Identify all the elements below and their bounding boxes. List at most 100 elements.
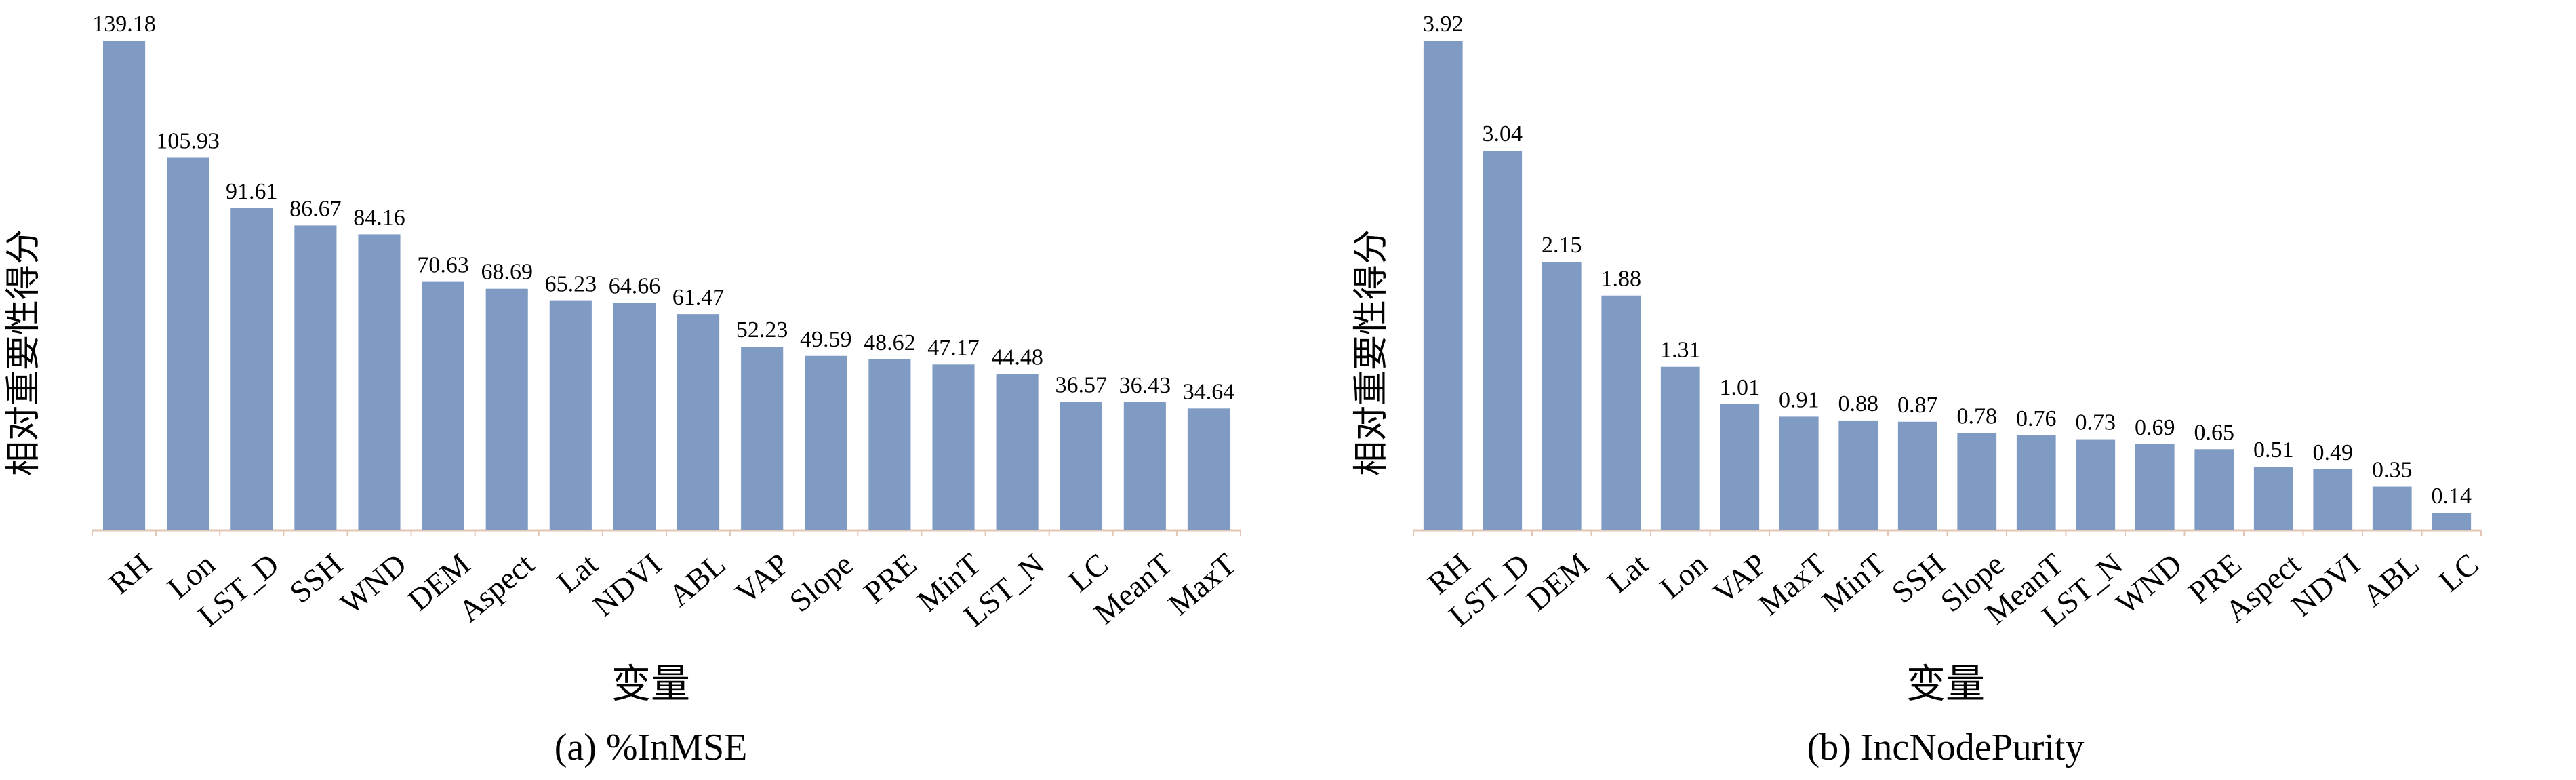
bar-b-wnd (2135, 444, 2175, 530)
x-axis-label-b: 变量 (1906, 661, 1985, 707)
bar-a-mint (932, 364, 975, 530)
data-label: 0.73 (2076, 410, 2116, 435)
x-tick-label: DEM (1520, 547, 1595, 618)
data-label: 65.23 (545, 272, 597, 297)
bar-b-ssh (1897, 421, 1937, 530)
chart-panel-b: 相对重要性得分 变量 (b) IncNodePurity 3.92RH3.04L… (1351, 12, 2485, 768)
x-tick-label: MinT (1815, 547, 1892, 619)
data-label: 91.61 (226, 179, 278, 204)
x-axis-label-a: 变量 (611, 661, 690, 707)
x-tick-label: ABL (662, 547, 731, 613)
bar-a-lon (167, 157, 209, 530)
bar-b-abl (2372, 486, 2412, 530)
y-axis-label-a: 相对重要性得分 (3, 229, 44, 476)
data-label: 61.47 (672, 285, 725, 310)
data-label: 0.88 (1838, 391, 1879, 416)
x-tick-label: WND (2109, 547, 2188, 621)
bar-a-slope (805, 355, 847, 530)
bar-a-wnd (358, 234, 401, 530)
data-label: 3.92 (1423, 12, 1464, 37)
x-tick-label: VAP (729, 547, 796, 610)
data-label: 105.93 (156, 128, 220, 153)
x-tick-label: MaxT (1162, 547, 1243, 622)
x-tick-label: MaxT (1752, 547, 1832, 622)
data-label: 0.49 (2313, 440, 2354, 465)
bar-a-ssh (294, 225, 337, 530)
data-label: 47.17 (927, 335, 980, 360)
x-tick-label: Slope (783, 547, 860, 619)
data-label: 36.43 (1119, 373, 1171, 398)
data-label: 0.35 (2372, 458, 2413, 483)
data-label: 139.18 (92, 12, 156, 37)
bar-a-ndvi (613, 303, 656, 530)
data-label: 48.62 (864, 330, 916, 355)
data-label: 49.59 (800, 327, 852, 352)
data-label: 3.04 (1483, 121, 1523, 147)
data-label: 0.78 (1957, 404, 1998, 429)
bar-a-lst-n (996, 374, 1039, 530)
data-label: 34.64 (1183, 379, 1235, 404)
bar-a-lc (1060, 402, 1102, 530)
bar-a-rh (102, 41, 146, 530)
bar-b-lst-n (2076, 439, 2116, 530)
data-label: 1.31 (1660, 338, 1701, 363)
x-tick-label: WND (334, 547, 413, 621)
bar-a-lat (549, 300, 592, 530)
data-label: 86.67 (289, 196, 342, 221)
bar-b-rh (1423, 41, 1463, 530)
bar-a-maxt (1187, 408, 1230, 530)
chart-panel-a: 相对重要性得分 变量 (a) %InMSE 139.18RH105.93Lon9… (3, 12, 1242, 768)
bar-group-a: 139.18RH105.93Lon91.61LST_D86.67SSH84.16… (92, 12, 1242, 633)
bar-a-vap (741, 347, 784, 530)
bar-b-mint (1838, 420, 1878, 530)
bar-b-lat (1601, 295, 1641, 530)
data-label: 2.15 (1542, 233, 1582, 258)
x-tick-label: Aspect (452, 547, 541, 629)
x-tick-label: Lon (1653, 547, 1714, 606)
bar-group-b: 3.92RH3.04LST_D2.15DEM1.88Lat1.31Lon1.01… (1413, 12, 2485, 633)
bar-b-lon (1660, 366, 1700, 530)
bar-b-ndvi (2313, 469, 2353, 530)
data-label: 70.63 (417, 253, 469, 278)
bar-b-lst-d (1483, 151, 1523, 530)
chart-caption-a: (a) %InMSE (555, 726, 748, 768)
x-tick-label: Lat (1601, 547, 1655, 600)
x-tick-label: NDVI (586, 547, 668, 623)
chart-caption-b: (b) IncNodePurity (1807, 726, 2084, 768)
x-tick-label: RH (102, 547, 158, 601)
bar-a-dem (422, 281, 464, 530)
bar-a-lst-d (230, 208, 273, 530)
x-tick-label: NDVI (2285, 547, 2367, 623)
x-tick-label: ABL (2356, 547, 2426, 613)
bar-b-vap (1720, 404, 1760, 530)
data-label: 0.91 (1779, 387, 1819, 412)
x-tick-label: LC (2432, 547, 2485, 599)
data-label: 68.69 (481, 260, 533, 285)
bar-a-meant (1123, 402, 1166, 530)
bar-b-aspect (2253, 467, 2293, 530)
bar-b-lc (2432, 513, 2472, 530)
data-label: 44.48 (991, 345, 1043, 370)
bar-b-dem (1542, 262, 1582, 530)
data-label: 0.14 (2432, 484, 2472, 509)
bar-a-abl (677, 314, 720, 530)
data-label: 64.66 (609, 274, 661, 299)
bar-b-slope (1957, 433, 1997, 530)
bar-b-pre (2194, 449, 2234, 530)
data-label: 0.87 (1897, 393, 1938, 418)
data-label: 0.69 (2135, 415, 2175, 440)
bar-a-pre (868, 359, 911, 530)
data-label: 1.88 (1601, 267, 1642, 292)
data-label: 0.65 (2194, 420, 2235, 445)
data-label: 52.23 (736, 317, 788, 343)
bar-b-meant (2016, 435, 2056, 530)
data-label: 0.76 (2016, 406, 2057, 431)
data-label: 84.16 (353, 205, 405, 230)
y-axis-label-b: 相对重要性得分 (1351, 229, 1392, 476)
data-label: 0.51 (2253, 437, 2294, 463)
bar-a-aspect (485, 288, 528, 530)
data-label: 36.57 (1055, 372, 1107, 397)
x-tick-label: PRE (857, 547, 923, 610)
data-label: 1.01 (1720, 375, 1760, 400)
